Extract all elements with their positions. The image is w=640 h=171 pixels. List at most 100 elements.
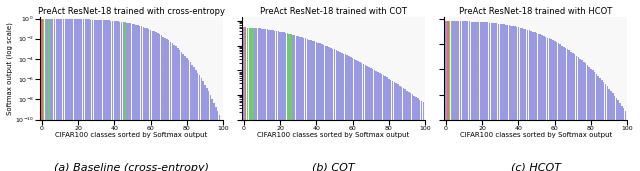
Bar xyxy=(308,40,310,171)
Bar xyxy=(543,36,545,171)
X-axis label: CIFAR100 classes sorted by Softmax output: CIFAR100 classes sorted by Softmax outpu… xyxy=(460,132,612,138)
Bar xyxy=(170,42,172,171)
Bar xyxy=(540,34,541,171)
Bar xyxy=(206,88,207,171)
Bar xyxy=(403,88,404,171)
Bar xyxy=(250,28,252,171)
Bar xyxy=(132,24,133,171)
Bar xyxy=(90,19,92,171)
Bar xyxy=(173,45,175,171)
Bar xyxy=(447,21,449,171)
Bar xyxy=(99,20,100,171)
Bar xyxy=(570,52,572,171)
Bar xyxy=(128,23,129,171)
Bar xyxy=(401,87,403,171)
Bar xyxy=(157,33,159,171)
Bar xyxy=(579,59,581,171)
Bar xyxy=(159,34,161,171)
Bar xyxy=(599,78,601,171)
Bar xyxy=(74,19,75,171)
Bar xyxy=(620,103,621,171)
Bar xyxy=(547,37,548,171)
Bar xyxy=(175,46,177,171)
Bar xyxy=(290,34,292,171)
Bar xyxy=(559,44,561,171)
Bar xyxy=(303,38,305,171)
Bar xyxy=(545,37,547,171)
Bar xyxy=(256,28,257,171)
Bar xyxy=(316,42,317,171)
Bar xyxy=(161,35,162,171)
Bar xyxy=(379,73,381,171)
Bar xyxy=(478,22,479,171)
Text: (a) Baseline (cross-entropy): (a) Baseline (cross-entropy) xyxy=(54,163,209,171)
Text: (b) COT: (b) COT xyxy=(312,163,355,171)
Bar xyxy=(383,75,384,171)
Bar xyxy=(370,68,372,171)
Bar xyxy=(343,54,344,171)
Bar xyxy=(204,85,205,171)
Bar xyxy=(305,38,307,171)
Bar xyxy=(328,47,330,171)
Bar xyxy=(607,86,608,171)
Bar xyxy=(272,30,274,171)
Bar xyxy=(399,86,401,171)
Bar xyxy=(145,28,146,171)
Bar xyxy=(180,52,182,171)
Bar xyxy=(268,30,270,171)
Bar xyxy=(110,21,111,171)
Bar xyxy=(596,74,597,171)
Bar xyxy=(61,19,63,171)
Bar xyxy=(83,19,84,171)
Bar xyxy=(113,21,115,171)
Bar xyxy=(137,25,139,171)
Bar xyxy=(314,42,316,171)
Bar xyxy=(123,22,124,171)
Bar xyxy=(396,83,397,171)
Bar xyxy=(58,19,59,171)
Bar xyxy=(577,57,579,171)
Bar xyxy=(108,20,109,171)
Bar xyxy=(361,63,362,171)
Bar xyxy=(45,19,46,171)
Bar xyxy=(186,58,188,171)
Bar xyxy=(408,92,410,171)
Bar xyxy=(54,19,55,171)
Bar xyxy=(565,48,566,171)
Bar xyxy=(247,28,248,171)
Bar xyxy=(417,98,419,171)
Bar xyxy=(590,69,592,171)
Bar xyxy=(592,70,593,171)
Bar xyxy=(598,76,599,171)
Title: PreAct ResNet-18 trained with HCOT: PreAct ResNet-18 trained with HCOT xyxy=(459,7,612,16)
Bar xyxy=(467,21,468,171)
Bar xyxy=(563,47,564,171)
Bar xyxy=(458,21,460,171)
Bar xyxy=(267,29,268,171)
Bar xyxy=(541,35,543,171)
Bar xyxy=(301,37,303,171)
Bar xyxy=(623,108,625,171)
Bar xyxy=(516,27,517,171)
Bar xyxy=(139,26,140,171)
Bar xyxy=(603,82,604,171)
Bar xyxy=(344,54,346,171)
Bar xyxy=(63,19,64,171)
Bar xyxy=(346,55,348,171)
Bar xyxy=(359,62,361,171)
Bar xyxy=(472,22,474,171)
Bar xyxy=(217,111,218,171)
Bar xyxy=(41,19,42,171)
Bar xyxy=(84,19,86,171)
Bar xyxy=(365,65,366,171)
Bar xyxy=(461,21,463,171)
Bar xyxy=(468,22,470,171)
Bar xyxy=(289,34,290,171)
Bar xyxy=(88,19,90,171)
Bar xyxy=(474,22,476,171)
Bar xyxy=(588,67,590,171)
Bar xyxy=(163,37,164,171)
Bar xyxy=(65,19,66,171)
Bar xyxy=(283,32,285,171)
Bar xyxy=(330,48,332,171)
